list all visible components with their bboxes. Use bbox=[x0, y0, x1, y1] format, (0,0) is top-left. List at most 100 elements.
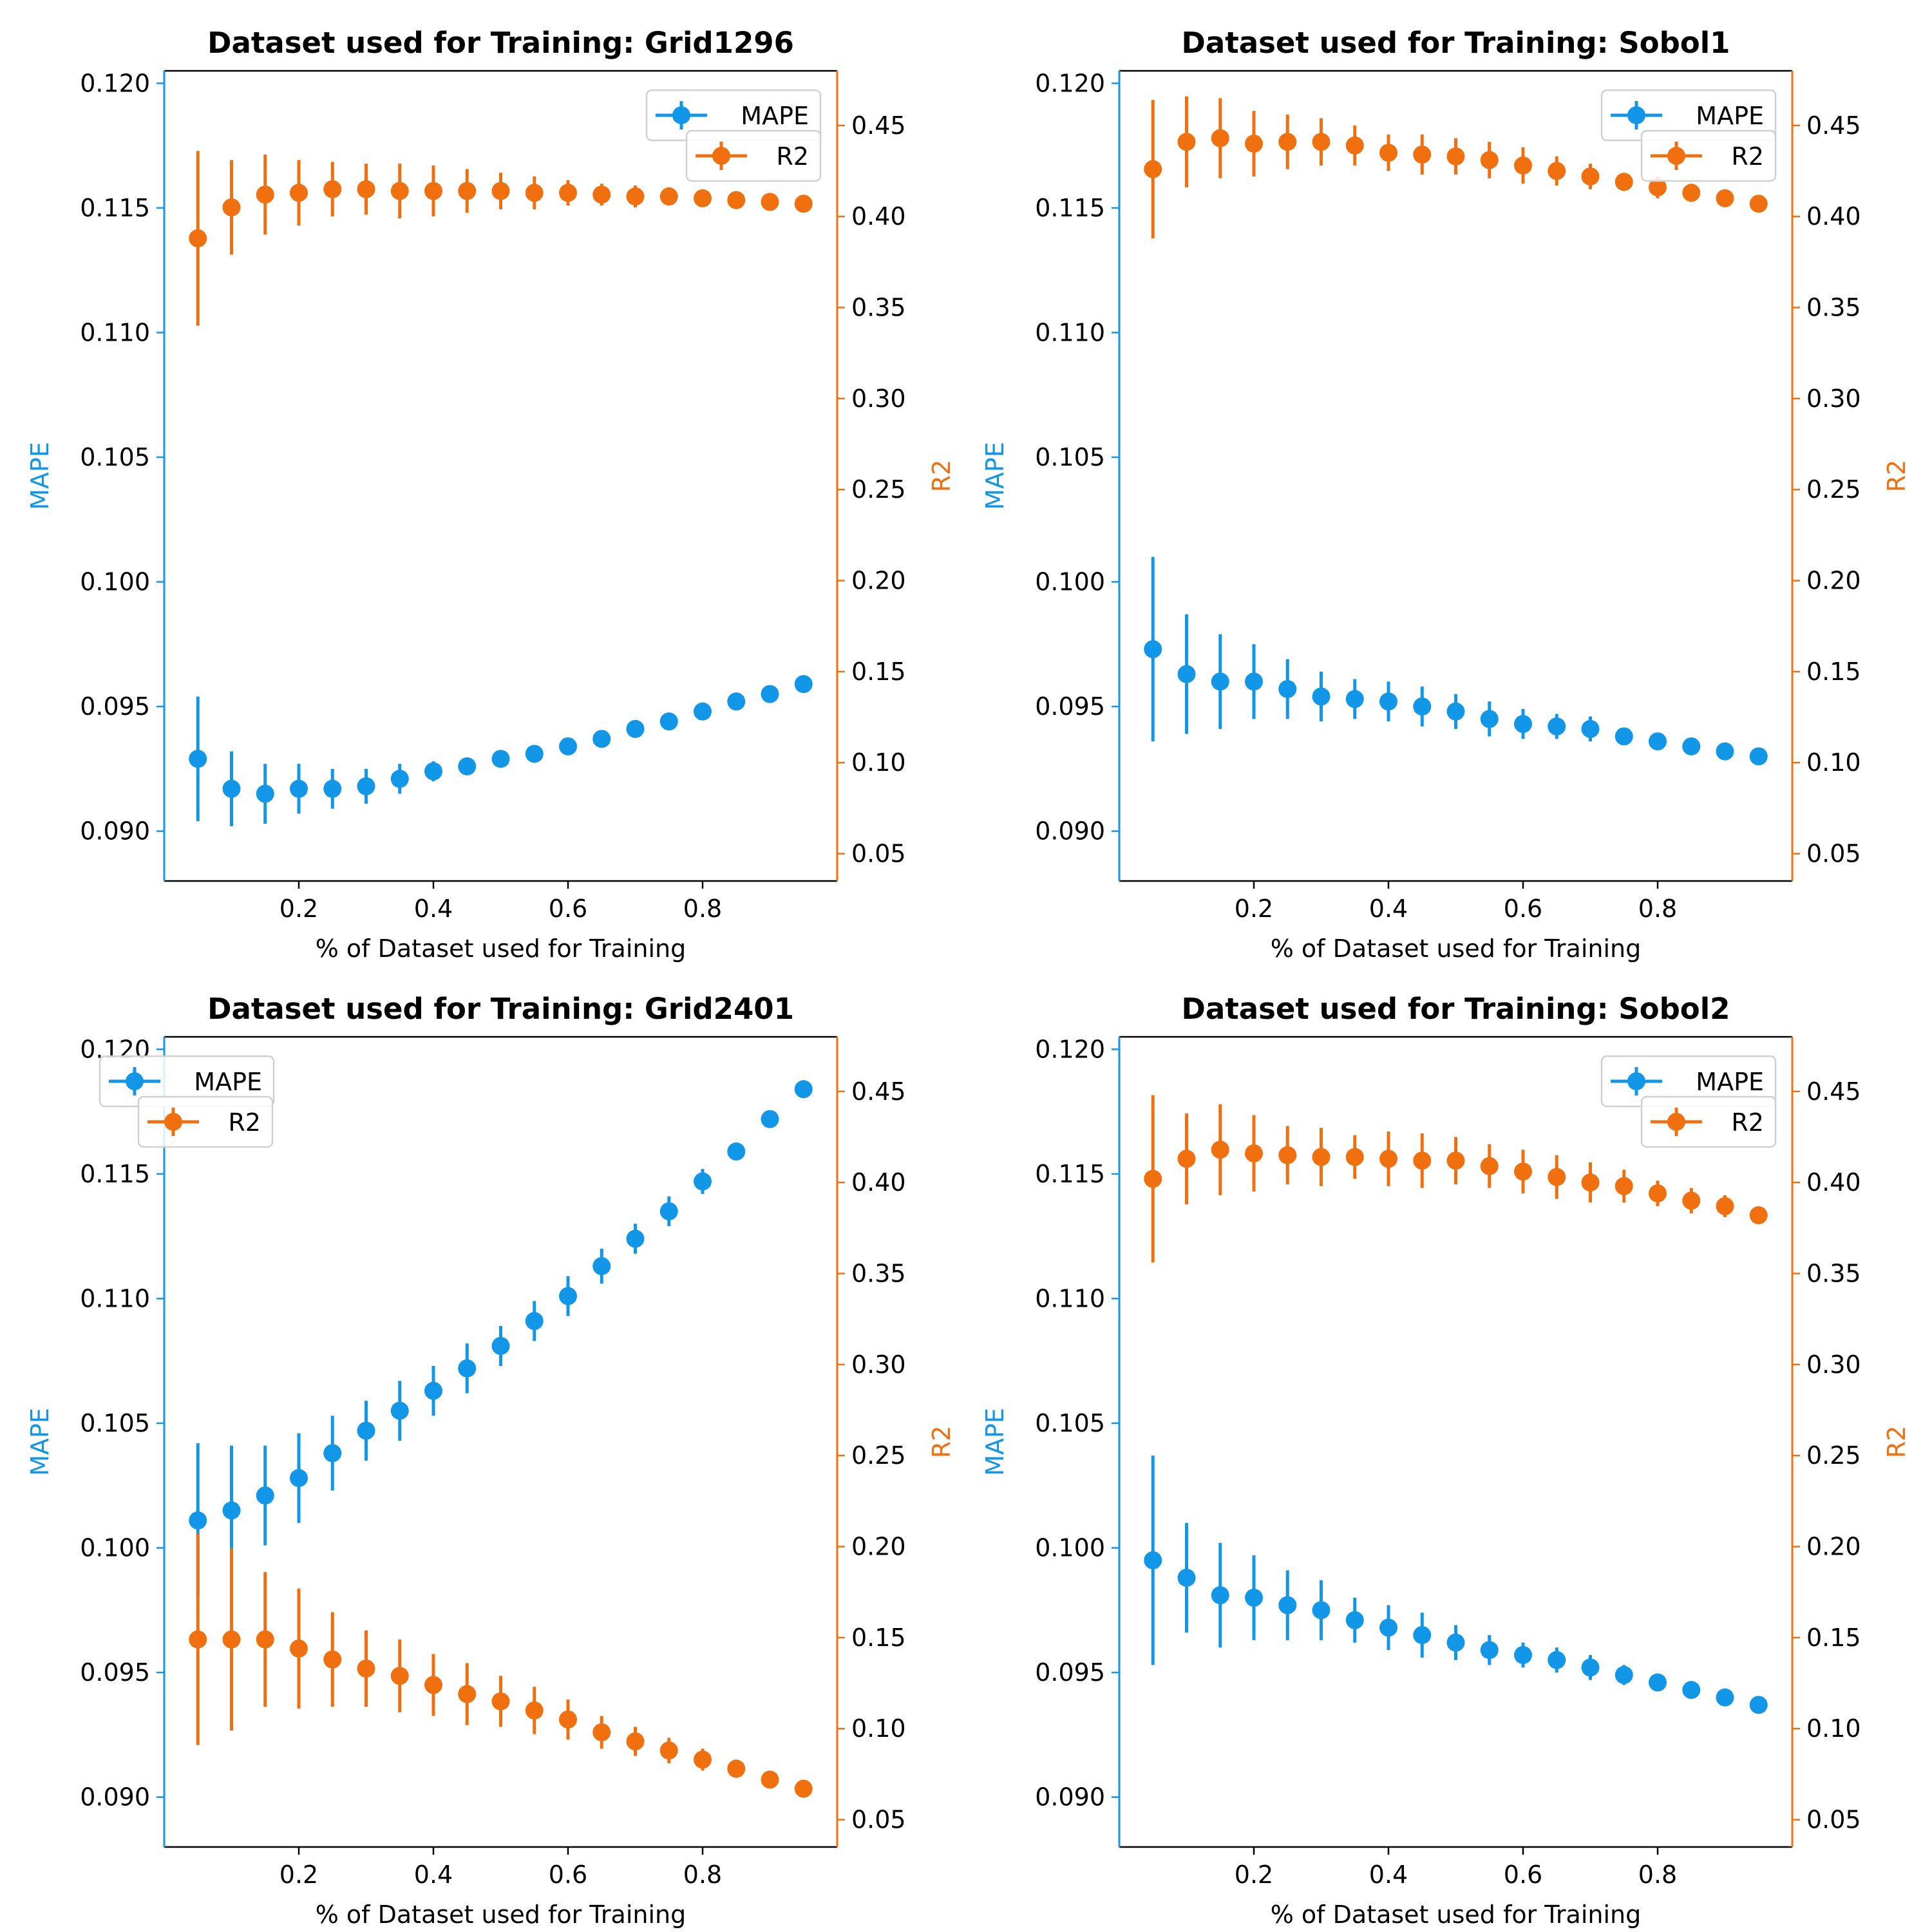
data-point bbox=[290, 1469, 308, 1488]
data-point bbox=[659, 187, 678, 206]
chart-title: Dataset used for Training: Sobol2 bbox=[1182, 992, 1730, 1026]
right-tick-label: 0.20 bbox=[1806, 567, 1861, 595]
data-point bbox=[458, 757, 477, 775]
data-point bbox=[256, 1486, 274, 1505]
data-point bbox=[1480, 1157, 1499, 1175]
chart-panel-1: Dataset used for Training: Grid1296 0.2 0.… bbox=[26, 26, 956, 963]
right-tick-label: 0.10 bbox=[1806, 1714, 1861, 1743]
data-point bbox=[491, 1336, 510, 1355]
data-point bbox=[1615, 1177, 1633, 1195]
data-point bbox=[592, 185, 611, 204]
x-tick-label: 0.8 bbox=[683, 895, 722, 923]
left-tick-label: 0.090 bbox=[80, 1783, 150, 1812]
right-tick-label: 0.10 bbox=[851, 1714, 906, 1743]
data-point bbox=[559, 1287, 577, 1305]
legend-marker bbox=[672, 106, 690, 124]
data-point bbox=[1682, 184, 1701, 202]
right-tick-label: 0.35 bbox=[1806, 294, 1861, 322]
right-tick-label: 0.05 bbox=[1806, 840, 1861, 868]
data-point bbox=[1615, 173, 1633, 191]
right-tick-label: 0.30 bbox=[851, 1350, 906, 1379]
x-tick-label: 0.8 bbox=[1638, 895, 1677, 923]
data-point bbox=[1581, 719, 1600, 738]
data-point bbox=[1413, 146, 1432, 164]
right-tick-label: 0.45 bbox=[1806, 111, 1861, 140]
data-point bbox=[390, 1667, 409, 1685]
right-axis-label: R2 bbox=[927, 460, 956, 493]
data-point bbox=[323, 180, 342, 198]
data-point bbox=[491, 182, 510, 200]
data-point bbox=[727, 191, 746, 209]
chart-title: Dataset used for Training: Grid2401 bbox=[207, 992, 794, 1026]
left-tick-label: 0.105 bbox=[1035, 443, 1105, 471]
left-tick-label: 0.110 bbox=[1035, 1284, 1105, 1312]
data-point bbox=[761, 1110, 779, 1128]
right-tick-label: 0.35 bbox=[851, 294, 906, 322]
series-mape bbox=[189, 1080, 813, 1598]
data-point bbox=[424, 1381, 442, 1400]
left-tick-label: 0.100 bbox=[1035, 568, 1105, 596]
left-tick-label: 0.120 bbox=[80, 69, 150, 97]
data-point bbox=[357, 777, 375, 795]
data-point bbox=[1312, 133, 1331, 151]
x-tick-label: 0.2 bbox=[279, 1861, 318, 1889]
data-point bbox=[1312, 1148, 1331, 1166]
x-tick-label: 0.4 bbox=[1369, 1861, 1408, 1889]
right-tick-label: 0.15 bbox=[851, 1624, 906, 1652]
legend-label: R2 bbox=[1731, 1108, 1764, 1137]
left-tick-label: 0.090 bbox=[80, 817, 150, 846]
left-tick-label: 0.120 bbox=[1035, 69, 1105, 97]
right-axis-label: R2 bbox=[927, 1426, 956, 1459]
data-point bbox=[1446, 702, 1465, 721]
data-point bbox=[592, 1257, 611, 1276]
left-axis-label: MAPE bbox=[26, 1408, 54, 1476]
legend-marker bbox=[712, 147, 730, 165]
data-point bbox=[357, 1659, 375, 1678]
right-tick-label: 0.05 bbox=[851, 1806, 906, 1834]
data-point bbox=[794, 1080, 813, 1099]
data-point bbox=[525, 744, 544, 763]
data-point bbox=[222, 779, 241, 798]
legend-marker bbox=[126, 1072, 144, 1090]
data-point bbox=[323, 779, 342, 798]
series-mape bbox=[1144, 556, 1768, 766]
right-tick-label: 0.45 bbox=[1806, 1077, 1861, 1106]
left-tick-label: 0.105 bbox=[80, 1409, 150, 1437]
data-point bbox=[1245, 135, 1263, 153]
right-tick-label: 0.15 bbox=[851, 658, 906, 686]
data-point bbox=[424, 1676, 442, 1694]
data-point bbox=[727, 1142, 746, 1161]
left-tick-label: 0.090 bbox=[1035, 817, 1105, 846]
x-axis-label: % of Dataset used for Training bbox=[1271, 934, 1642, 963]
left-tick-label: 0.110 bbox=[1035, 318, 1105, 346]
data-point bbox=[1245, 672, 1263, 691]
data-point bbox=[189, 1511, 207, 1530]
right-tick-label: 0.30 bbox=[1806, 1350, 1861, 1379]
data-point bbox=[1548, 1168, 1566, 1186]
data-point bbox=[559, 737, 577, 755]
data-point bbox=[1749, 1206, 1768, 1225]
data-point bbox=[1682, 737, 1701, 755]
data-point bbox=[290, 1639, 308, 1658]
data-point bbox=[592, 1723, 611, 1741]
left-tick-label: 0.115 bbox=[1035, 1160, 1105, 1188]
series-r2 bbox=[1144, 96, 1768, 239]
legend-marker bbox=[164, 1113, 182, 1131]
right-tick-label: 0.10 bbox=[851, 748, 906, 777]
data-point bbox=[357, 180, 375, 198]
data-point bbox=[694, 702, 712, 721]
data-point bbox=[694, 189, 712, 207]
data-point bbox=[1446, 147, 1465, 166]
legend-label: R2 bbox=[1731, 142, 1764, 171]
left-tick-label: 0.110 bbox=[80, 318, 150, 346]
data-point bbox=[694, 1750, 712, 1769]
data-point bbox=[1177, 1568, 1196, 1587]
right-tick-label: 0.25 bbox=[851, 1441, 906, 1470]
legend-label: R2 bbox=[228, 1108, 261, 1137]
right-tick-label: 0.05 bbox=[851, 840, 906, 868]
legend-marker bbox=[1627, 106, 1645, 124]
data-point bbox=[626, 187, 645, 206]
left-tick-label: 0.095 bbox=[1035, 1658, 1105, 1687]
series-r2 bbox=[189, 151, 813, 326]
